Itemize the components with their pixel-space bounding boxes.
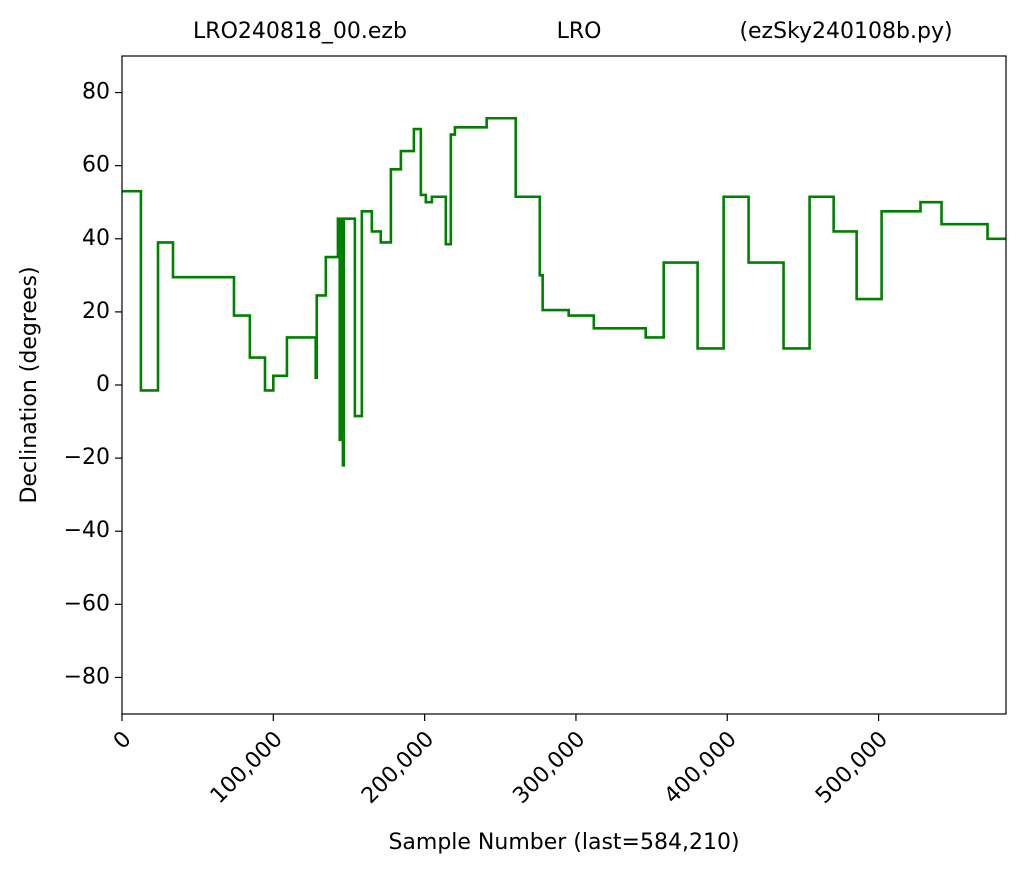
- chart-title: (ezSky240108b.py): [739, 19, 952, 44]
- x-tick-label: 300,000: [508, 727, 590, 809]
- x-tick-label: 500,000: [811, 727, 893, 809]
- x-tick-label: 400,000: [660, 727, 742, 809]
- y-axis-label: Declination (degrees): [17, 266, 42, 503]
- x-axis-label: Sample Number (last=584,210): [388, 830, 739, 855]
- y-tick-label: −40: [64, 518, 110, 543]
- plot-frame: [121, 55, 1007, 715]
- y-tick-label: −20: [64, 445, 110, 470]
- x-tick-label: 0: [109, 727, 137, 755]
- y-tick-label: 0: [96, 372, 110, 397]
- data-line: [122, 118, 1006, 465]
- y-tick-label: 40: [82, 226, 110, 251]
- y-tick-label: 60: [82, 153, 110, 178]
- y-tick-label: −60: [64, 591, 110, 616]
- x-tick-label: 100,000: [206, 727, 288, 809]
- chart-title: LRO240818_00.ezb: [193, 19, 407, 44]
- y-tick-label: 20: [82, 299, 110, 324]
- x-tick-label: 200,000: [357, 727, 439, 809]
- y-tick-label: −80: [64, 664, 110, 689]
- chart-title: LRO: [557, 19, 602, 44]
- y-tick-label: 80: [82, 80, 110, 105]
